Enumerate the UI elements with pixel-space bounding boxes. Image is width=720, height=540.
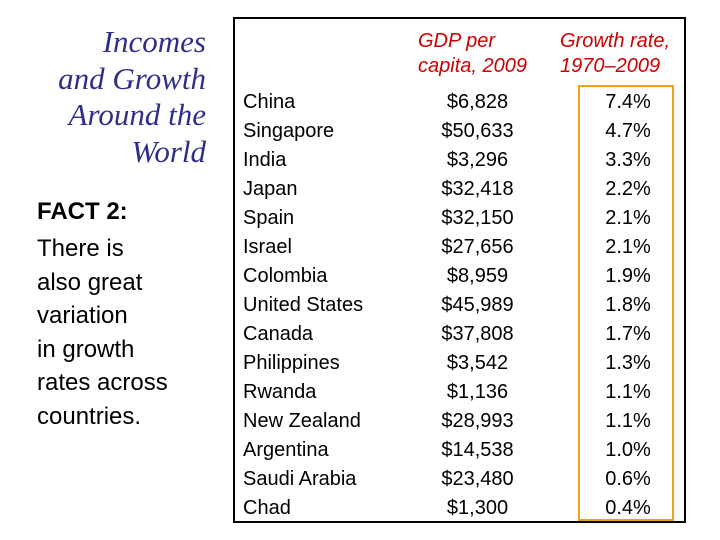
country-cell: Saudi Arabia [243,468,357,490]
fact-line: countries. [37,402,142,430]
gdp-header-line: capita, 2009 [418,55,527,77]
growth-cell: 0.4% [605,497,651,519]
country-cell: Philippines [243,352,340,374]
fact-line: in growth [37,335,135,363]
growth-cell: 1.8% [605,294,651,316]
gdp-cell: $23,480 [441,468,514,490]
gdp-cell: $32,150 [441,207,514,229]
gdp-cell: $27,656 [441,236,514,258]
gdp-column: $6,828 $50,633 $3,296 $32,418 $32,150 $2… [405,88,550,523]
country-cell: Spain [243,207,295,229]
country-cell: Israel [243,236,292,258]
slide-title-line: and Growth [58,60,206,96]
growth-header-line: 1970–2009 [560,55,661,77]
growth-cell: 1.1% [605,410,651,432]
slide-title-line: Incomes [102,24,206,59]
country-cell: Japan [243,178,298,200]
growth-cell: 1.1% [605,381,651,403]
country-cell: China [243,91,296,113]
country-cell: New Zealand [243,410,361,432]
gdp-cell: $3,542 [446,352,509,374]
gdp-cell: $6,828 [446,91,509,113]
growth-cell: 0.6% [605,468,651,490]
growth-cell: 1.0% [605,439,651,461]
growth-cell: 1.3% [605,352,651,374]
growth-cell: 2.1% [605,207,651,229]
gdp-cell: $50,633 [441,120,514,142]
fact-line: rates across [37,369,168,396]
country-column: China Singapore India Japan Spain Israel… [243,88,363,523]
growth-cell: 1.7% [605,323,651,345]
fact-text: There is also great variation in growth … [37,232,227,433]
country-cell: Argentina [243,439,329,461]
gdp-cell: $1,300 [446,497,509,519]
gdp-cell: $1,136 [446,381,509,403]
country-cell: India [243,149,287,171]
fact-line: There is [37,235,124,262]
growth-cell: 2.2% [605,178,651,200]
gdp-cell: $45,989 [441,294,514,316]
gdp-cell: $14,538 [441,439,514,461]
gdp-cell: $32,418 [441,178,514,200]
table-border-top [233,17,686,19]
growth-cell: 7.4% [605,91,651,113]
slide-title-line: Around the [68,97,206,132]
gdp-cell: $37,808 [441,323,514,345]
growth-cell: 2.1% [605,236,651,258]
gdp-cell: $8,959 [446,265,509,287]
country-cell: Canada [243,323,314,345]
growth-cell: 3.3% [605,149,651,171]
growth-column: 7.4% 4.7% 3.3% 2.2% 2.1% 2.1% 1.9% 1.8% … [578,88,678,523]
gdp-cell: $3,296 [446,149,509,171]
slide-title: Incomes and Growth Around the World [20,24,206,170]
gdp-header-line: GDP per [418,30,496,52]
gdp-cell: $28,993 [441,410,514,432]
fact-heading: FACT 2: [37,198,128,225]
country-cell: Chad [243,497,291,519]
growth-highlight-box [578,85,674,521]
slide-title-line: World [131,133,206,169]
country-cell: Singapore [243,120,335,142]
fact-line: also great [37,268,143,296]
table-border-left [233,17,235,523]
country-cell: Rwanda [243,381,317,403]
table-border-bottom [233,521,686,523]
growth-column-header: Growth rate, 1970–2009 [560,29,670,79]
country-cell: United States [243,294,364,316]
growth-cell: 4.7% [605,120,651,142]
growth-cell: 1.9% [605,265,651,287]
fact-line: variation [37,302,128,329]
gdp-column-header: GDP per capita, 2009 [418,29,527,79]
growth-header-line: Growth rate, [560,30,671,52]
country-cell: Colombia [243,265,328,287]
table-border-right [684,17,686,523]
